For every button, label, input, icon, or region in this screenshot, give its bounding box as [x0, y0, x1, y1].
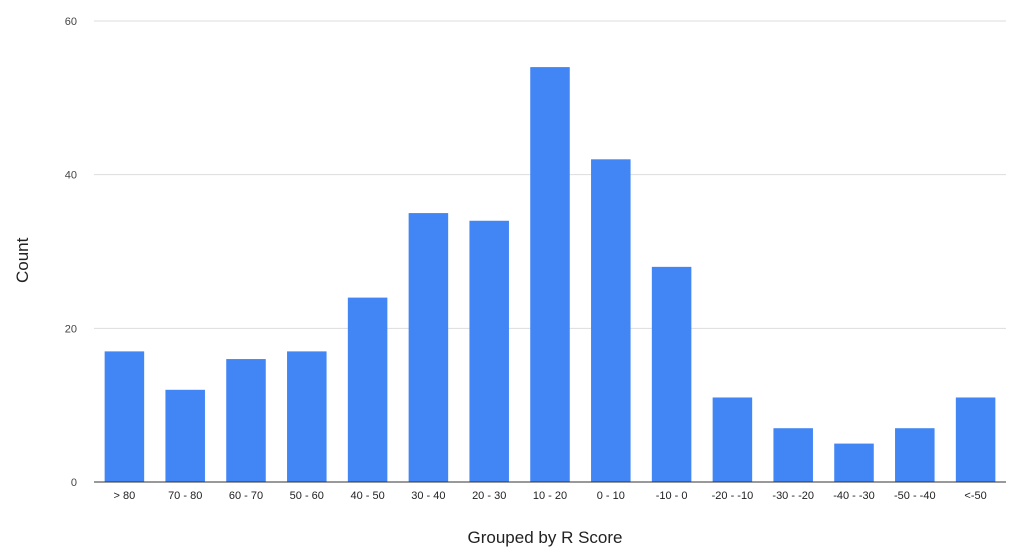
x-tick-label: 20 - 30 [472, 490, 506, 502]
y-tick-label: 20 [65, 323, 77, 335]
x-tick-label: <-50 [964, 490, 986, 502]
y-tick-label: 40 [65, 170, 77, 182]
x-tick-label: 40 - 50 [350, 490, 384, 502]
bar [773, 428, 813, 482]
bar [408, 213, 449, 483]
bar [287, 351, 327, 482]
bar [591, 159, 631, 483]
bar [469, 220, 509, 482]
x-tick-label: 0 - 10 [597, 490, 625, 502]
x-tick-label: -40 - -30 [833, 490, 875, 502]
x-tick-label: -20 - -10 [712, 490, 754, 502]
bar [530, 67, 570, 482]
x-tick-label: 10 - 20 [533, 490, 567, 502]
x-tick-label: 70 - 80 [168, 490, 202, 502]
x-tick-label: 50 - 60 [290, 490, 324, 502]
x-tick-labels: > 80 70 - 80 60 - 70 50 - 60 40 - 50 30 - 40 2… [114, 490, 987, 502]
bars [104, 67, 996, 483]
y-tick-labels: 0 20 40 60 [65, 16, 77, 489]
bar [165, 389, 205, 482]
x-axis-title: Grouped by R Score [467, 528, 623, 547]
bar [651, 266, 692, 482]
x-tick-label: -10 - 0 [656, 490, 688, 502]
bar [834, 443, 874, 482]
bar [347, 297, 388, 482]
bar [104, 351, 145, 482]
y-tick-label: 60 [65, 16, 77, 28]
y-axis-title: Count [13, 237, 32, 283]
x-tick-label: 30 - 40 [411, 490, 445, 502]
bar [226, 359, 266, 482]
y-tick-label: 0 [71, 477, 77, 489]
x-tick-label: -30 - -20 [772, 490, 814, 502]
bar [955, 397, 996, 482]
bar [895, 428, 935, 482]
x-tick-label: -50 - -40 [894, 490, 936, 502]
bar [712, 397, 753, 482]
x-tick-label: 60 - 70 [229, 490, 263, 502]
x-tick-label: > 80 [114, 490, 136, 502]
